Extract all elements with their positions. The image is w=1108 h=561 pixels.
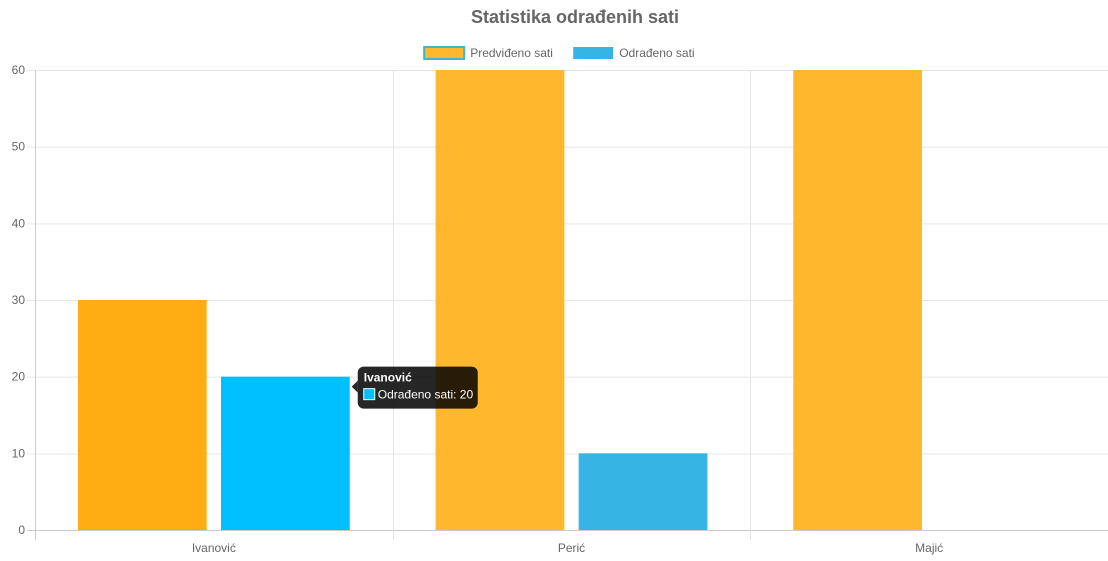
bar-odradeno-1[interactable] <box>578 453 708 530</box>
tooltip: Ivanović Odrađeno sati: 20 <box>351 366 478 409</box>
tooltip-swatch <box>363 388 376 401</box>
y-tick-label: 10 <box>12 446 26 460</box>
bar-predvideno-0[interactable] <box>77 300 207 530</box>
tooltip-box: Ivanović Odrađeno sati: 20 <box>351 366 478 409</box>
grid-lines <box>27 70 1108 540</box>
legend[interactable]: Predviđeno sati Odrađeno sati <box>423 46 695 60</box>
chart-title: Statistika odrađenih sati <box>471 7 679 27</box>
y-tick-label: 30 <box>12 293 26 307</box>
tooltip-title: Ivanović <box>364 371 412 385</box>
legend-swatch <box>423 46 466 60</box>
legend-swatch <box>573 47 614 59</box>
y-tick-label: 20 <box>12 370 26 384</box>
x-tick-label: Ivanović <box>192 541 236 555</box>
x-tick-label: Majić <box>915 541 943 555</box>
y-tick-label: 0 <box>18 523 25 537</box>
tooltip-background <box>357 366 478 409</box>
legend-item-1[interactable]: Odrađeno sati <box>573 46 695 60</box>
tooltip-label: Odrađeno sati: 20 <box>378 388 474 402</box>
bars[interactable] <box>77 70 923 530</box>
bar-predvideno-1[interactable] <box>435 70 565 530</box>
bar-predvideno-2[interactable] <box>793 70 923 530</box>
y-tick-label: 40 <box>12 216 26 230</box>
legend-label: Predviđeno sati <box>470 46 553 60</box>
legend-label: Odrađeno sati <box>619 46 694 60</box>
x-tick-label: Perić <box>558 541 585 555</box>
bar-odradeno-0[interactable] <box>220 376 350 530</box>
y-tick-label: 60 <box>12 63 26 77</box>
y-tick-label: 50 <box>12 140 26 154</box>
axes: 0 10 20 30 40 50 60 Ivanović Perić Majić <box>12 63 944 555</box>
legend-item-0[interactable]: Predviđeno sati <box>423 46 553 60</box>
tooltip-caret <box>351 380 358 393</box>
